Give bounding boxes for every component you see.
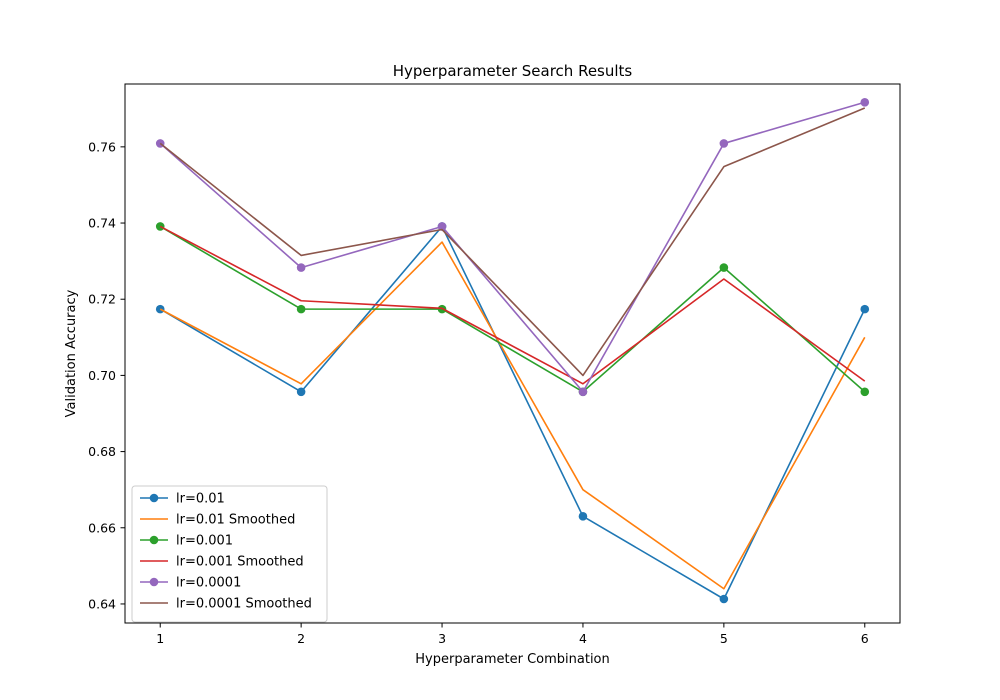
series-line: [159, 225, 866, 385]
series-line: [159, 241, 866, 590]
legend-item: lr=0.01 Smoothed: [140, 513, 295, 528]
legend-marker: [149, 535, 159, 545]
series-line: [159, 101, 865, 393]
x-tick-label: 2: [297, 631, 305, 646]
y-tick-label: 0.68: [88, 444, 116, 459]
legend-item: lr=0.001: [140, 534, 233, 549]
data-point: [296, 387, 306, 397]
x-axis-label: Hyperparameter Combination: [415, 652, 610, 667]
y-tick-label: 0.64: [88, 596, 116, 611]
data-point: [860, 304, 870, 314]
plot-frame: [124, 83, 901, 624]
data-point: [155, 222, 165, 231]
x-axis: 1 2 3 4 5 6: [156, 623, 869, 646]
x-tick-label: 6: [861, 631, 869, 646]
data-point: [719, 139, 729, 148]
data-point: [296, 304, 306, 314]
series-0: [155, 222, 870, 604]
y-tick-label: 0.74: [88, 216, 116, 231]
x-tick-label: 3: [438, 631, 446, 646]
legend-label: lr=0.001 Smoothed: [176, 555, 304, 570]
y-tick-label: 0.66: [88, 520, 116, 535]
x-tick-label: 1: [156, 631, 164, 646]
legend-item: lr=0.0001: [140, 576, 241, 591]
data-point: [296, 263, 306, 272]
plot-area: [155, 97, 870, 604]
x-tick-label: 5: [720, 631, 728, 646]
series-3: [159, 225, 866, 385]
legend-label: lr=0.0001: [176, 576, 241, 591]
legend-label: lr=0.001: [176, 534, 233, 549]
legend-label: lr=0.01: [176, 492, 225, 507]
data-point: [719, 263, 729, 272]
legend-marker: [149, 493, 159, 503]
legend-marker: [149, 577, 159, 587]
legend: lr=0.01 lr=0.01 Smoothed lr=0.001 lr=0.001 …: [131, 485, 328, 623]
data-point: [578, 387, 588, 397]
legend-item: lr=0.001 Smoothed: [140, 555, 304, 570]
data-point: [437, 222, 447, 231]
series-5: [159, 107, 866, 377]
y-axis-label: Validation Accuracy: [64, 289, 79, 417]
series-line: [159, 225, 866, 393]
x-tick-label: 4: [579, 631, 587, 646]
legend-box: [131, 485, 328, 623]
legend-item: lr=0.01: [140, 492, 225, 507]
data-point: [860, 97, 870, 107]
legend-label: lr=0.01 Smoothed: [176, 513, 295, 528]
legend-label: lr=0.0001 Smoothed: [176, 597, 312, 612]
y-axis: 0.64 0.66 0.68 0.70 0.72 0.74 0.76: [88, 139, 125, 611]
y-tick-label: 0.70: [88, 368, 116, 383]
series-line: [159, 225, 866, 600]
data-point: [719, 594, 729, 604]
data-point: [155, 304, 165, 314]
chart-title: Hyperparameter Search Results: [393, 62, 633, 80]
legend-item: lr=0.0001 Smoothed: [140, 597, 312, 612]
series-line: [159, 107, 866, 377]
y-tick-label: 0.76: [88, 139, 116, 154]
series-1: [159, 241, 866, 590]
data-point: [860, 387, 870, 397]
y-tick-label: 0.72: [88, 292, 116, 307]
data-point: [578, 512, 588, 521]
